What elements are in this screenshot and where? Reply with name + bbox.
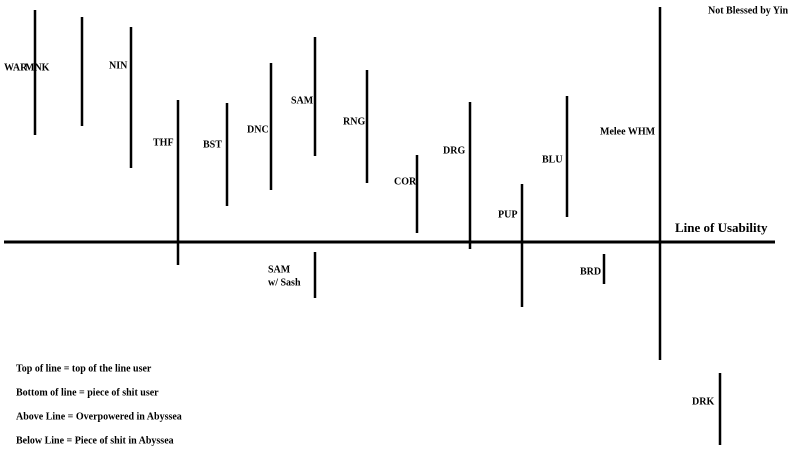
job-label: COR	[394, 176, 417, 187]
job-label: SAM	[291, 95, 314, 106]
job-label: THF	[153, 137, 174, 148]
corner-note: Not Blessed by Yin	[708, 5, 789, 16]
job-label: MNK	[25, 62, 50, 73]
job-label: RNG	[343, 116, 365, 127]
job-label: BRD	[580, 266, 601, 277]
job-label: SAM	[268, 264, 291, 275]
job-label: BST	[203, 139, 222, 150]
axis-label: Line of Usability	[675, 220, 768, 235]
legend-text: Top of line = top of the line user	[16, 363, 152, 374]
job-label: w/ Sash	[268, 277, 301, 288]
legend-text: Below Line = Piece of shit in Abyssea	[16, 435, 174, 446]
job-label: DRK	[692, 396, 714, 407]
job-label: WAR	[4, 62, 28, 73]
job-label: NIN	[109, 60, 128, 71]
legend-text: Above Line = Overpowered in Abyssea	[16, 411, 182, 422]
job-label: DNC	[247, 124, 269, 135]
job-label: DRG	[443, 145, 465, 156]
job-label: PUP	[498, 209, 517, 220]
legend-text: Bottom of line = piece of shit user	[16, 387, 159, 398]
job-label: BLU	[542, 154, 563, 165]
job-label: Melee WHM	[600, 126, 656, 137]
